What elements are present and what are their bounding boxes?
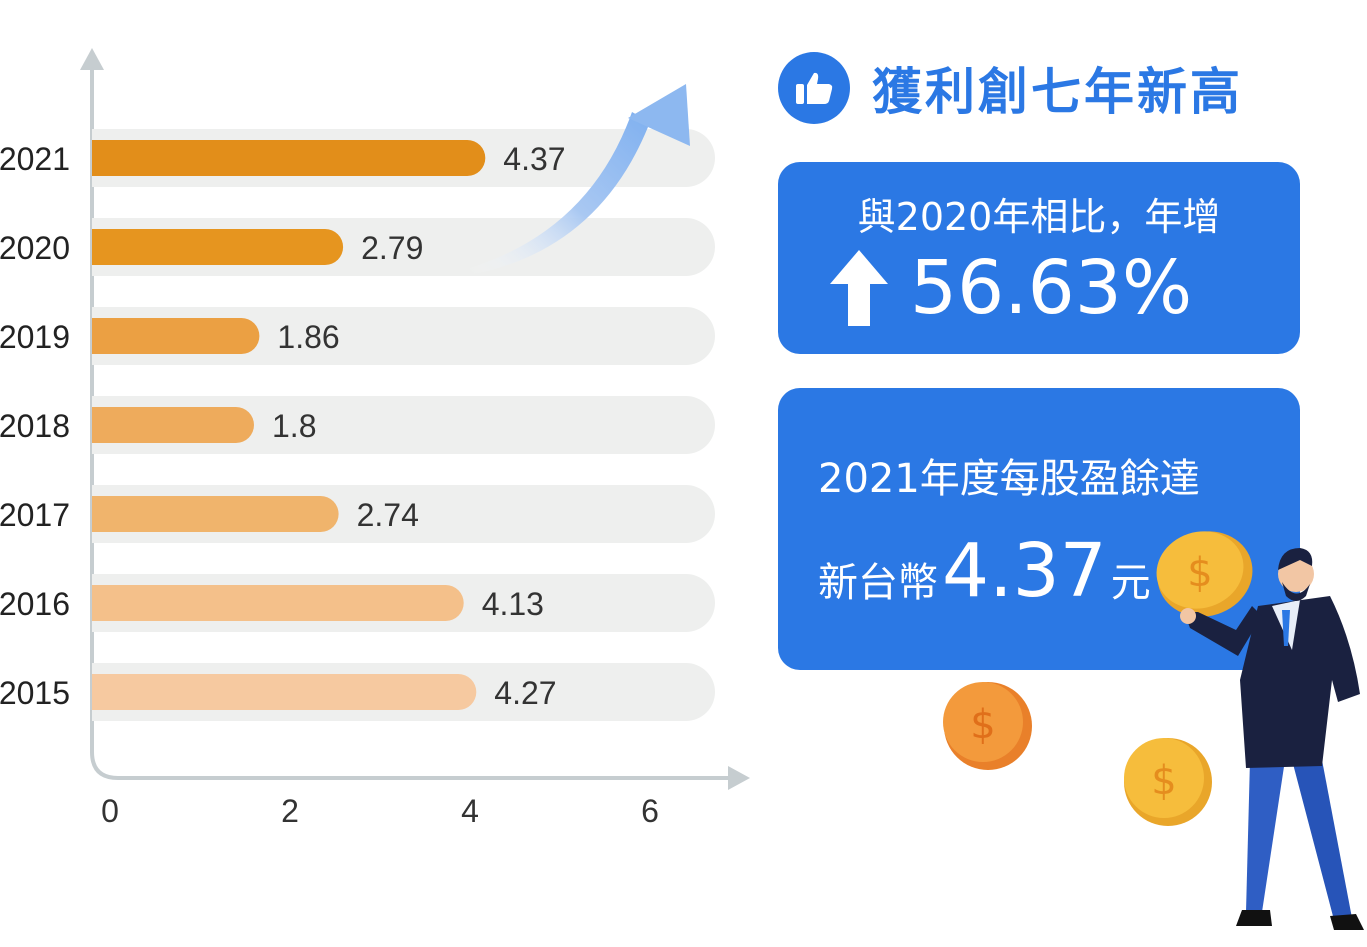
eps-value: 4.37 <box>942 528 1107 614</box>
x-tick-label: 2 <box>281 793 299 829</box>
bar-edge <box>92 674 112 710</box>
value-label: 2.79 <box>361 230 423 266</box>
x-tick-label: 0 <box>101 793 119 829</box>
growth-arrow-icon <box>470 112 650 275</box>
x-tick-label: 4 <box>461 793 479 829</box>
bar-2016 <box>92 585 464 621</box>
category-label: 2017 <box>0 497 70 533</box>
value-label: 1.86 <box>277 319 339 355</box>
bar-2017 <box>92 496 339 532</box>
bar-2019 <box>92 318 260 354</box>
category-label: 2016 <box>0 586 70 622</box>
value-label: 4.27 <box>494 675 556 711</box>
y-axis <box>90 62 730 780</box>
bar-edge <box>92 229 112 265</box>
headline-title: 獲利創七年新高 <box>872 63 1243 121</box>
yoy-caption: 與2020年相比，年增 <box>857 195 1221 239</box>
growth-arrowhead-icon <box>628 84 690 146</box>
eps-caption: 2021年度每股盈餘達 <box>818 456 1200 502</box>
value-label: 4.37 <box>503 141 565 177</box>
bar-edge <box>92 318 112 354</box>
bar-track <box>92 396 715 454</box>
bar-2018 <box>92 407 254 443</box>
bar-2020 <box>92 229 344 265</box>
bar-edge <box>92 496 112 532</box>
category-label: 2018 <box>0 408 70 444</box>
growth-percent: 56.63% <box>910 245 1193 331</box>
headline: 獲利創七年新高 <box>778 52 1243 124</box>
bar-edge <box>92 585 112 621</box>
value-label: 4.13 <box>482 586 544 622</box>
coin-icon: $ <box>1124 738 1212 826</box>
eps-card: 2021年度每股盈餘達 新台幣 4.37 元 <box>778 388 1300 670</box>
thumbs-up-icon <box>778 52 850 124</box>
eps-currency-suffix: 元 <box>1110 560 1151 606</box>
yoy-growth-card: 與2020年相比，年增 56.63% <box>778 162 1300 354</box>
bar-edge <box>92 407 112 443</box>
bar-2021 <box>92 140 486 176</box>
x-tick-label: 6 <box>641 793 659 829</box>
category-label: 2019 <box>0 319 70 355</box>
category-label: 2020 <box>0 230 70 266</box>
bar-2015 <box>92 674 477 710</box>
category-label: 2021 <box>0 141 70 177</box>
eps-currency-prefix: 新台幣 <box>818 560 938 606</box>
category-label: 2015 <box>0 675 70 711</box>
value-label: 2.74 <box>357 497 419 533</box>
coin-icon: $ <box>943 682 1032 770</box>
up-arrow-icon <box>830 250 888 326</box>
svg-text:$: $ <box>1151 758 1176 804</box>
y-axis-arrow-icon <box>80 48 104 70</box>
svg-text:$: $ <box>970 702 995 748</box>
bar-edge <box>92 140 112 176</box>
x-axis-arrow-icon <box>728 766 750 790</box>
bar-chart: 2021 4.37 2020 2.79 2019 1.86 2018 1.8 2017 2.74 2… <box>0 48 750 829</box>
value-label: 1.8 <box>272 408 316 444</box>
